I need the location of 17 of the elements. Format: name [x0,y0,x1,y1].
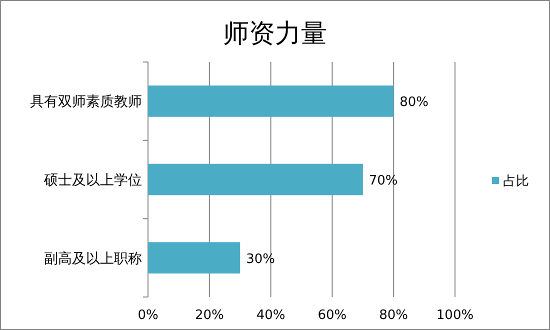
x-tick-label: 0% [138,308,158,323]
bar [148,242,240,274]
y-tick-label: 硕士及以上学位 [43,172,142,188]
x-tick-label: 80% [379,308,408,323]
legend-label: 占比 [503,174,529,189]
chart-title: 师资力量 [223,19,327,49]
bar [148,164,363,196]
data-label: 80% [400,95,429,110]
data-label: 30% [246,252,276,267]
x-tick-label: 40% [256,308,286,323]
data-label: 70% [368,174,398,188]
bar [148,86,394,117]
y-tick-label: 具有双师素质教师 [30,94,142,110]
x-tick-label: 20% [194,308,224,323]
x-tick-label: 100% [436,308,474,323]
y-tick-label: 副高及以上职称 [44,250,142,267]
x-tick-label: 60% [318,308,347,323]
